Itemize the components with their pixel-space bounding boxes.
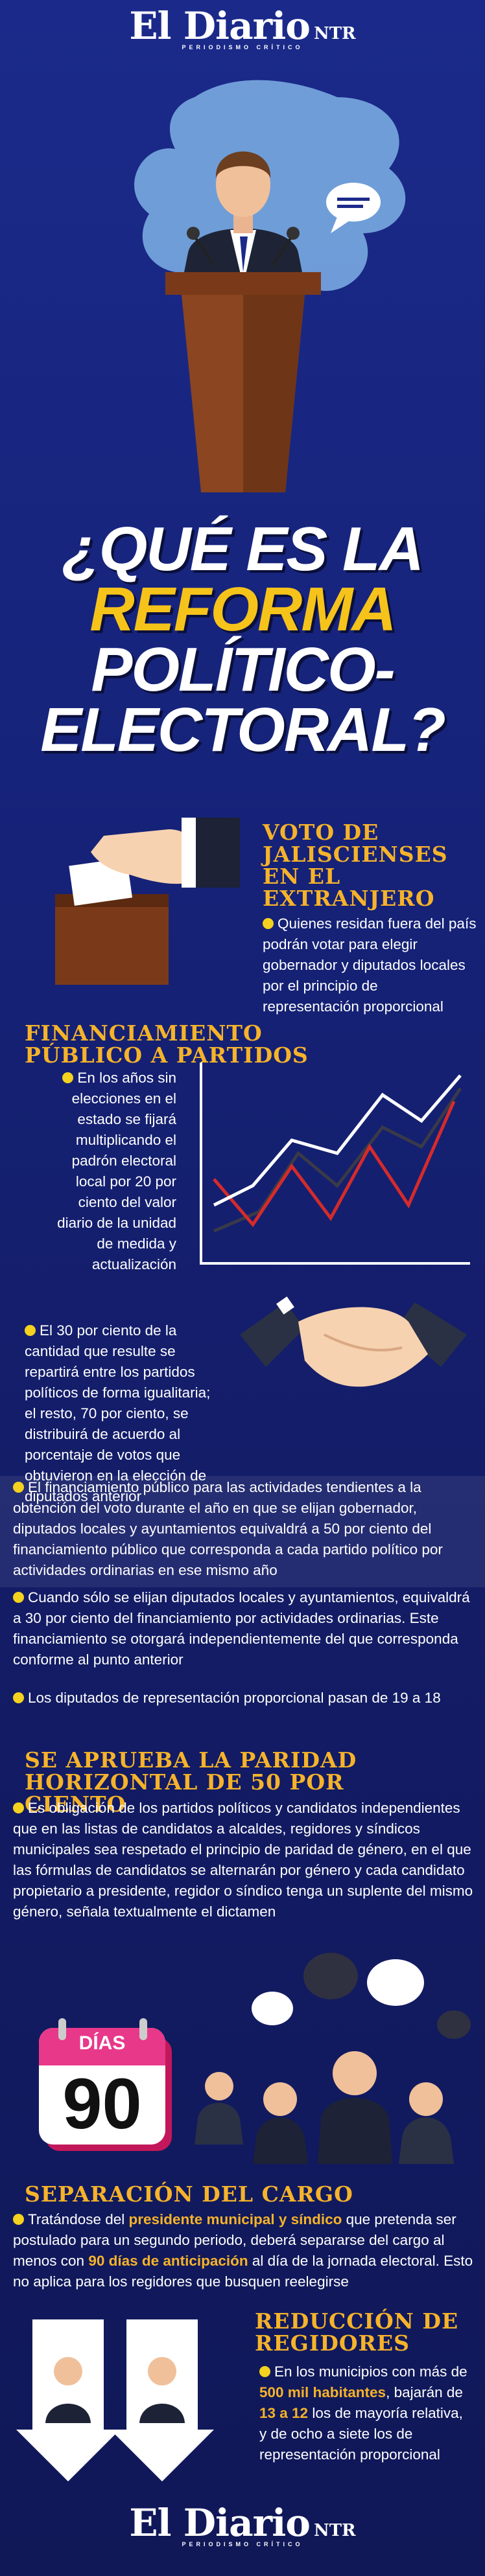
body-text: Quienes residan fuera del país podrán vo… bbox=[263, 915, 477, 1015]
section-heading: FINANCIAMIENTO PÚBLICO A PARTIDOS bbox=[25, 1020, 309, 1068]
podium bbox=[165, 272, 321, 492]
section-body: Tratándose del presidente municipal y sí… bbox=[13, 2209, 477, 2292]
highlight-text: 500 mil habitantes bbox=[259, 2384, 386, 2400]
calendar-label: DÍAS bbox=[78, 2032, 126, 2054]
ballot-box bbox=[55, 818, 240, 985]
body-text: que pretenda ser postulado para un segun… bbox=[13, 2211, 456, 2269]
bullet: Cuando sólo se elijan diputados locales … bbox=[13, 1587, 477, 1670]
section-body: Es obligación de los partidos políticos … bbox=[13, 1798, 477, 1922]
title-line: POLÍTICO- bbox=[91, 635, 395, 704]
logo-text: El Diario bbox=[129, 2501, 311, 2545]
section-body: En los municipios con más de 500 mil hab… bbox=[259, 2362, 473, 2465]
section-heading: REDUCCIÓN DE REGIDORES bbox=[255, 2308, 459, 2356]
section-body: Quienes residan fuera del país podrán vo… bbox=[263, 914, 477, 1017]
calendar bbox=[39, 2018, 172, 2151]
title-line: ELECTORAL? bbox=[40, 695, 446, 765]
logo-text: El Diario bbox=[129, 4, 311, 48]
footer-logo: El Diario NTR PERIODISMO CRÍTICO bbox=[0, 2501, 485, 2547]
speech-bubble bbox=[326, 183, 381, 222]
body-text: Es obligación de los partidos políticos … bbox=[13, 1800, 473, 1920]
body-text: En los municipios con más de bbox=[274, 2363, 467, 2380]
speaker bbox=[182, 151, 305, 285]
section-heading: SEPARACIÓN DEL CARGO bbox=[25, 2181, 353, 2207]
calendar-number: 90 bbox=[62, 2064, 142, 2144]
reduction-arrows bbox=[16, 2319, 214, 2481]
handshake bbox=[240, 1296, 467, 1387]
logo-tagline: PERIODISMO CRÍTICO bbox=[182, 2541, 303, 2547]
highlight-text: 13 a 12 bbox=[259, 2405, 309, 2421]
logo-tagline: PERIODISMO CRÍTICO bbox=[182, 44, 303, 51]
body-text: los de mayoría relativa, y de ocho a sie… bbox=[259, 2405, 463, 2463]
bullet: En los años sin elecciones en el estado … bbox=[40, 1068, 176, 1275]
crowd bbox=[195, 1953, 471, 2164]
bullet: Los diputados de representación proporci… bbox=[13, 1688, 477, 1708]
body-text: , bajarán de bbox=[386, 2384, 463, 2400]
title-line: REFORMA bbox=[89, 575, 396, 644]
logo-suffix: NTR bbox=[313, 2521, 356, 2540]
body-text: al día de la jornada electoral. Esto no … bbox=[13, 2253, 473, 2290]
header-logo: El Diario NTR PERIODISMO CRÍTICO bbox=[0, 4, 485, 51]
section-heading: VOTO DE JALISCIENSES EN EL EXTRANJERO bbox=[263, 820, 448, 911]
highlight-text: presidente municipal y síndico bbox=[128, 2211, 342, 2227]
title-line: ¿QUÉ ES LA bbox=[62, 514, 424, 584]
body-text: Tratándose del bbox=[28, 2211, 129, 2227]
line-chart-decoration bbox=[200, 1063, 470, 1265]
bullet: El financiamiento público para las activ… bbox=[13, 1477, 477, 1581]
logo-suffix: NTR bbox=[313, 24, 356, 43]
highlight-text: 90 días de anticipación bbox=[88, 2253, 248, 2269]
